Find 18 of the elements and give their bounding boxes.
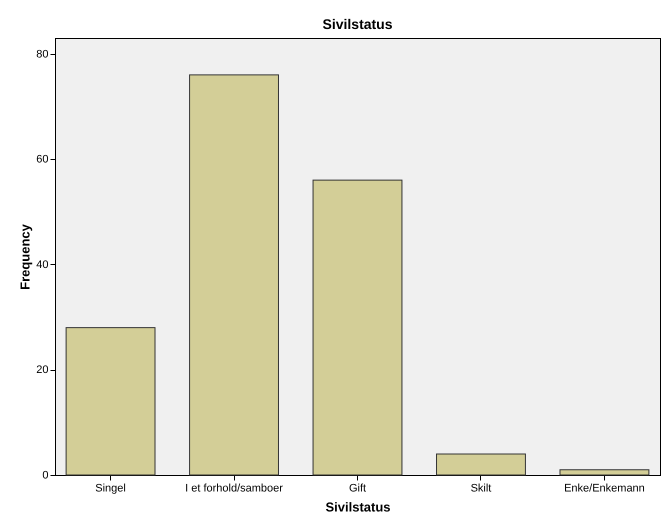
bar bbox=[312, 180, 402, 476]
x-tick-label: Gift bbox=[348, 482, 366, 494]
bar bbox=[559, 469, 650, 476]
bar bbox=[66, 327, 156, 476]
y-tick-label: 40 bbox=[36, 258, 48, 271]
bar bbox=[189, 74, 279, 476]
x-tick-label: Enke/Enkemann bbox=[564, 482, 645, 494]
y-axis-title: Frequency bbox=[17, 223, 32, 290]
x-axis-title: Sivilstatus bbox=[325, 500, 391, 514]
x-tick-label: I et forhold/samboer bbox=[185, 482, 284, 494]
y-tick-label: 0 bbox=[42, 470, 48, 482]
y-tick-label: 60 bbox=[36, 154, 48, 166]
bar bbox=[436, 453, 526, 476]
chart-title: Sivilstatus bbox=[322, 16, 393, 32]
y-tick-label: 20 bbox=[36, 364, 48, 376]
x-tick-label: Singel bbox=[95, 482, 126, 494]
y-tick-label: 80 bbox=[36, 48, 48, 60]
x-tick-label: Skilt bbox=[470, 482, 492, 494]
